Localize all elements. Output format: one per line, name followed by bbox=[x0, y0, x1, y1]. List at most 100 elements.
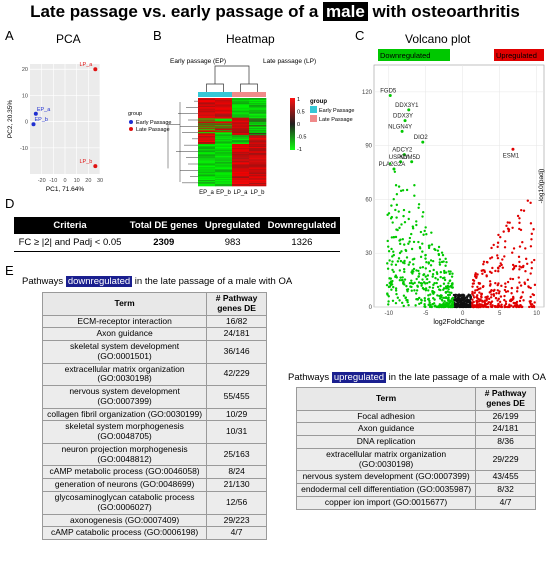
heatmap-legend-swatch bbox=[310, 106, 317, 113]
heatmap-cell bbox=[215, 98, 233, 100]
heatmap-cell bbox=[249, 122, 267, 124]
volcano-point bbox=[395, 203, 399, 207]
summary-down: 1326 bbox=[263, 234, 340, 252]
heatmap-cell bbox=[215, 159, 233, 161]
heatmap-cell bbox=[249, 185, 267, 187]
pathway-term: generation of neurons (GO:0048699) bbox=[41, 478, 208, 493]
volcano-point bbox=[432, 292, 435, 296]
volcano-point bbox=[388, 259, 391, 262]
volcano-point bbox=[437, 245, 441, 249]
pathway-row: DNA replication 8/36 bbox=[295, 435, 536, 449]
volcano-point bbox=[425, 233, 428, 236]
volcano-point bbox=[390, 215, 394, 219]
heatmap-cell bbox=[232, 160, 250, 162]
heatmap-cell bbox=[198, 142, 216, 145]
heatmap-cell bbox=[232, 174, 250, 176]
volcano-point bbox=[496, 299, 499, 302]
heatmap-cell bbox=[215, 131, 233, 133]
volcano-point bbox=[530, 238, 533, 241]
heatmap-cell bbox=[215, 153, 233, 156]
heatmap-cell bbox=[198, 135, 216, 137]
volcano-point bbox=[462, 297, 465, 300]
heatmap-cell bbox=[249, 169, 267, 171]
volcano-point bbox=[511, 226, 514, 229]
pathway-row: skeletal system morphogenesis (GO:004870… bbox=[41, 420, 267, 444]
heatmap-cell bbox=[249, 183, 267, 185]
heatmap-cell bbox=[215, 147, 233, 150]
volcano-point bbox=[424, 267, 428, 270]
heatmap-cell bbox=[215, 106, 233, 109]
pca-ytick: 0 bbox=[25, 120, 28, 126]
volcano-point bbox=[457, 303, 460, 306]
volcano-point bbox=[425, 277, 429, 281]
volcano-point bbox=[403, 221, 407, 224]
volcano-point bbox=[392, 250, 395, 253]
heatmap-cell bbox=[215, 121, 233, 123]
summary-header: Downregulated bbox=[263, 217, 340, 234]
heatmap-cell bbox=[198, 184, 216, 186]
heatmap-cell bbox=[232, 125, 250, 127]
heatmap-cell bbox=[215, 138, 233, 140]
volcano-point bbox=[503, 298, 506, 302]
heatmap-cell bbox=[232, 157, 250, 159]
pca-ytick: -10 bbox=[20, 146, 28, 152]
heatmap-cell bbox=[232, 119, 250, 121]
heatmap-cell bbox=[198, 156, 216, 158]
volcano-point bbox=[410, 232, 413, 236]
volcano-point bbox=[438, 258, 442, 261]
volcano-point bbox=[395, 216, 398, 219]
heatmap-cell bbox=[215, 154, 233, 156]
volcano-xlabel: log2FoldChange bbox=[433, 319, 484, 326]
heatmap-group-cell bbox=[215, 92, 232, 97]
volcano-point bbox=[529, 272, 532, 275]
heatmap-cell bbox=[232, 132, 250, 134]
panel-b-letter: B bbox=[153, 28, 162, 43]
volcano-point bbox=[444, 271, 448, 274]
heatmap-cell bbox=[198, 138, 216, 140]
volcano-point bbox=[420, 284, 423, 287]
volcano-point bbox=[532, 293, 536, 297]
volcano-point bbox=[444, 257, 447, 261]
heatmap-cell bbox=[215, 104, 233, 107]
volcano-point bbox=[398, 226, 401, 230]
heatmap-cell bbox=[249, 111, 267, 113]
heatmap-cell bbox=[215, 161, 233, 163]
volcano-point bbox=[533, 258, 536, 262]
volcano-point bbox=[424, 282, 427, 285]
volcano-point bbox=[444, 291, 447, 294]
volcano-point bbox=[387, 303, 390, 306]
volcano-point bbox=[530, 232, 534, 236]
volcano-point bbox=[417, 240, 420, 244]
volcano-gene-label: NLGN4Y bbox=[388, 124, 412, 130]
volcano-point bbox=[507, 229, 510, 233]
pathway-row: Axon guidance 24/181 bbox=[295, 422, 536, 437]
volcano-point bbox=[427, 246, 431, 250]
volcano-down-banner bbox=[378, 49, 450, 61]
pca-legend-swatch bbox=[129, 120, 133, 124]
volcano-point bbox=[511, 295, 515, 299]
volcano-point bbox=[421, 211, 425, 214]
heatmap-cell bbox=[215, 111, 233, 113]
volcano-point bbox=[447, 270, 450, 273]
volcano-point bbox=[467, 293, 470, 296]
heatmap-cell bbox=[249, 182, 267, 184]
volcano-point bbox=[516, 286, 519, 289]
volcano-point bbox=[433, 282, 436, 285]
volcano-point bbox=[476, 288, 479, 292]
volcano-point bbox=[443, 276, 446, 279]
volcano-point bbox=[414, 292, 418, 295]
volcano-point bbox=[424, 275, 427, 278]
pathway-term: Focal adhesion bbox=[295, 409, 477, 424]
volcano-gene-label: PLA2G2A bbox=[379, 162, 406, 168]
heatmap-cell bbox=[249, 146, 267, 149]
heatmap-cell bbox=[232, 124, 250, 126]
heatmap-cell bbox=[198, 136, 216, 138]
volcano-point bbox=[404, 249, 408, 253]
heatmap-cell bbox=[198, 171, 216, 173]
heatmap-cell bbox=[198, 129, 216, 131]
heatmap-cell bbox=[232, 106, 250, 109]
volcano-ytick: 0 bbox=[369, 305, 373, 311]
heatmap-cell bbox=[249, 121, 267, 123]
volcano-point bbox=[504, 305, 508, 309]
volcano-point bbox=[416, 285, 420, 288]
